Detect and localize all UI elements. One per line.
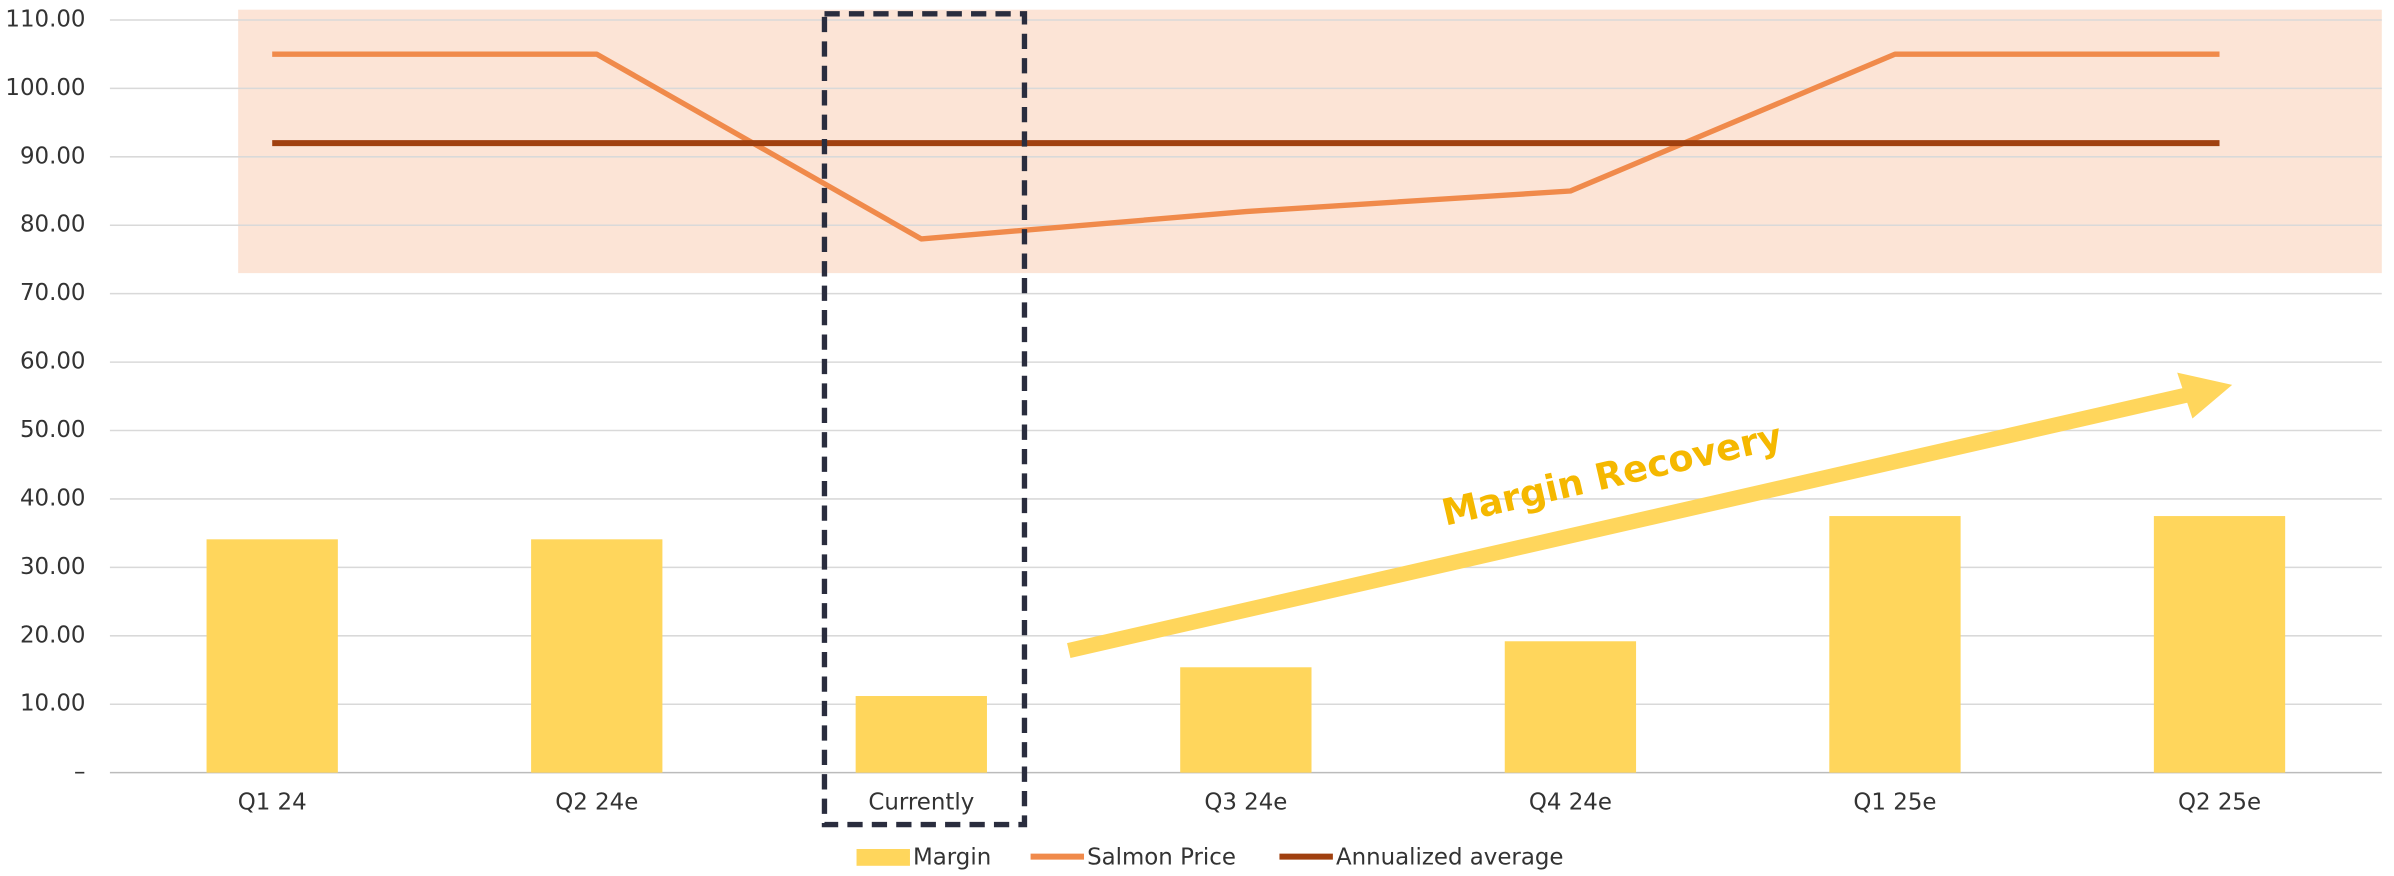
legend-label: Salmon Price <box>1087 845 1236 871</box>
y-tick-label: 60.00 <box>20 349 86 375</box>
marks-layer <box>206 51 2286 773</box>
line <box>272 51 2220 242</box>
legend-swatch <box>856 848 910 866</box>
legend: Margin Salmon Price Annualized average <box>856 845 1564 871</box>
y-tick-label: 90.00 <box>20 143 86 169</box>
legend-label: Annualized average <box>1336 845 1564 871</box>
y-tick-label: 110.00 <box>5 6 85 32</box>
bar <box>1829 516 1961 773</box>
bar <box>1504 641 1637 773</box>
annotation: Margin Recovery <box>1438 414 1786 534</box>
x-tick-label: Currently <box>868 790 974 816</box>
bar <box>2153 516 2286 773</box>
y-tick-label: 30.00 <box>20 554 86 580</box>
legend-label: Margin <box>913 845 991 871</box>
y-tick-label: 100.00 <box>5 75 85 101</box>
x-tick-label: Q4 24e <box>1529 790 1612 816</box>
y-tick-label: 20.00 <box>20 622 86 648</box>
grid-layer: – 10.00 20.00 30.00 40.00 50.00 60.00 70.00 80.0… <box>5 6 2382 816</box>
x-tick-label: Q2 24e <box>555 790 638 816</box>
y-tick-label: 70.00 <box>20 280 86 306</box>
y-tick-label: 40.00 <box>20 485 86 511</box>
bar <box>531 539 663 773</box>
x-tick-label: Q1 24 <box>238 790 307 816</box>
bar <box>206 539 338 773</box>
x-tick-label: Q2 25e <box>2178 790 2261 816</box>
y-tick-label: 80.00 <box>20 212 86 238</box>
highlight-box <box>821 11 1028 828</box>
arrow <box>1067 372 2233 658</box>
arrow-shaft <box>1067 386 2193 658</box>
bar <box>855 696 987 773</box>
arrow-head <box>2177 372 2233 419</box>
y-tick-label: 10.00 <box>20 691 86 717</box>
x-tick-label: Q3 24e <box>1204 790 1287 816</box>
bar <box>1180 667 1312 773</box>
y-tick-label: 50.00 <box>20 417 86 443</box>
x-tick-label: Q1 25e <box>1853 790 1936 816</box>
y-tick-label: – <box>74 759 85 785</box>
